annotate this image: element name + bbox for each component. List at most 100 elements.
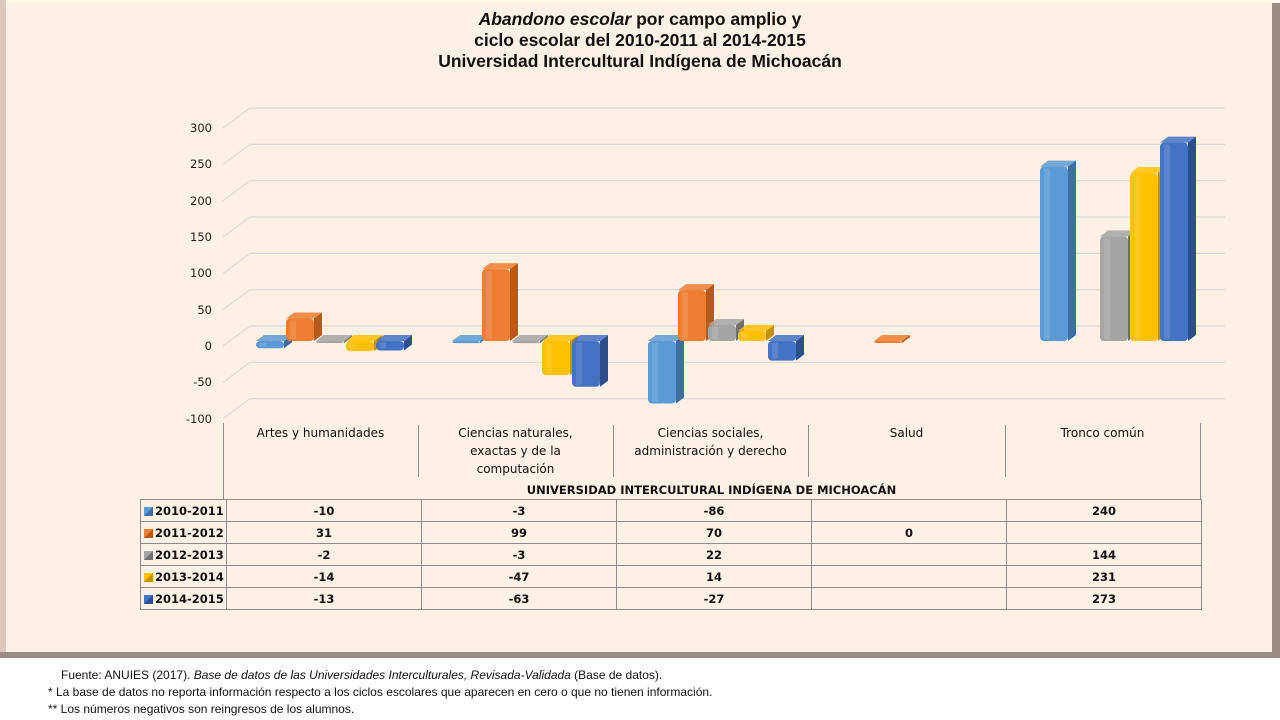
bar-top	[346, 335, 382, 341]
bar-highlight	[712, 327, 718, 339]
table-cell: 240	[1006, 499, 1202, 522]
bar-top	[768, 335, 804, 341]
title-italic: Abandono escolar	[478, 9, 632, 29]
bar-highlight	[682, 292, 688, 339]
bar-highlight	[290, 320, 296, 339]
category-label-line: Ciencias sociales,	[657, 426, 764, 440]
gridline-depth	[222, 361, 251, 383]
title-line-1: Abandono escolar por campo amplio y	[0, 9, 1280, 30]
category-label-line: Tronco común	[1060, 426, 1145, 440]
table-cell: 99	[421, 521, 617, 544]
table-cell: 273	[1006, 587, 1202, 610]
bar-2011-2012-3	[874, 335, 910, 343]
data-table: 2010-2011 -10 -3 -86 240 2011-2012 31 99 70 0 2012…	[140, 499, 1202, 610]
table-row: 2014-2015 -13 -63 -27 273	[140, 587, 1202, 610]
table-cell: -10	[226, 499, 422, 522]
bar-top	[1100, 230, 1136, 237]
bar-front	[738, 330, 766, 341]
bar-highlight	[1164, 144, 1170, 339]
y-tick-label: 50	[197, 302, 212, 317]
source-title: Base de datos de las Universidades Inter…	[193, 668, 571, 682]
bar-front	[286, 318, 314, 341]
category-label: Tronco común	[1005, 424, 1200, 442]
bar-highlight	[772, 343, 778, 359]
legend-swatch	[144, 528, 153, 538]
legend-label: 2013-2014	[155, 569, 224, 584]
bar-top	[256, 335, 292, 341]
bar-front	[874, 341, 902, 343]
table-cell	[811, 565, 1007, 588]
legend-swatch	[144, 550, 153, 560]
bar-top	[542, 335, 578, 341]
bar-side	[766, 324, 774, 341]
gridline-depth	[222, 325, 251, 347]
legend-swatch	[144, 506, 153, 516]
title-line-1-rest: por campo amplio y	[631, 9, 802, 29]
category-label: Ciencias sociales, administración y derec…	[613, 424, 808, 460]
bar-top	[1130, 167, 1166, 174]
bar-highlight	[546, 343, 552, 374]
bar-front	[768, 341, 796, 361]
gridline-depth	[222, 143, 251, 165]
bar-front	[572, 341, 600, 387]
legend-label: 2010-2011	[155, 503, 224, 518]
bar-front	[1040, 166, 1068, 341]
category-label-line: computación	[476, 462, 555, 476]
source-prefix: Fuente: ANUIES (2017).	[61, 668, 194, 682]
table-cell	[811, 543, 1007, 566]
bar-front	[346, 341, 374, 352]
gridline-depth	[222, 398, 251, 420]
source-note: Fuente: ANUIES (2017). Base de datos de …	[48, 667, 712, 684]
bar-top	[708, 319, 744, 326]
footnotes: Fuente: ANUIES (2017). Base de datos de …	[48, 667, 712, 718]
bar-front	[512, 341, 540, 344]
bar-2012-2013-0	[316, 335, 352, 343]
bar-front	[482, 269, 510, 341]
table-row: 2012-2013 -2 -3 22 144	[140, 543, 1202, 566]
bar-side	[600, 335, 608, 387]
bar-top	[738, 324, 774, 331]
y-tick-label: 150	[190, 230, 212, 245]
bar-side	[1188, 136, 1196, 341]
bar-highlight	[260, 343, 266, 347]
bar-2014-2015-4	[1160, 136, 1196, 341]
table-cell: -63	[421, 587, 617, 610]
bar-front	[376, 341, 404, 351]
category-label: Salud	[808, 424, 1005, 442]
note-negative: ** Los números negativos son reingresos …	[48, 702, 355, 716]
bar-top	[572, 335, 608, 341]
note-no-data: * La base de datos no reporta informació…	[48, 685, 713, 699]
table-cell: -47	[421, 565, 617, 588]
category-label-line: Salud	[889, 426, 924, 440]
bar-front	[1100, 236, 1128, 341]
bar-top	[452, 335, 488, 341]
bar-side	[676, 335, 684, 404]
bar-highlight	[1044, 168, 1050, 339]
bar-front	[316, 341, 344, 343]
y-tick-label: 300	[190, 121, 212, 136]
bar-side	[314, 312, 322, 341]
legend-swatch	[144, 594, 153, 604]
table-cell: 22	[616, 543, 812, 566]
bar-top	[874, 335, 910, 341]
table-row: 2013-2014 -14 -47 14 231	[140, 565, 1202, 588]
table-cell: -3	[421, 543, 617, 566]
source-suffix: (Base de datos).	[570, 668, 663, 682]
bar-2010-2011-4	[1040, 160, 1076, 341]
gridline-depth	[222, 289, 251, 311]
table-cell: -2	[226, 543, 422, 566]
y-tick-label: -100	[185, 411, 212, 426]
category-label-line: exactas y de la	[470, 444, 561, 458]
bar-highlight	[652, 343, 658, 402]
bar-highlight	[486, 271, 492, 339]
bar-side	[796, 335, 804, 361]
bar-2011-2012-0	[286, 312, 322, 341]
bar-2014-2015-1	[572, 335, 608, 387]
table-cell	[1006, 521, 1202, 544]
bar-top	[678, 284, 714, 291]
bar-side	[1068, 160, 1076, 341]
bar-front	[1160, 142, 1188, 341]
chart-title: Abandono escolar por campo amplio y cicl…	[0, 9, 1280, 72]
bar-2014-2015-0	[376, 335, 412, 351]
bar-highlight	[380, 343, 386, 349]
